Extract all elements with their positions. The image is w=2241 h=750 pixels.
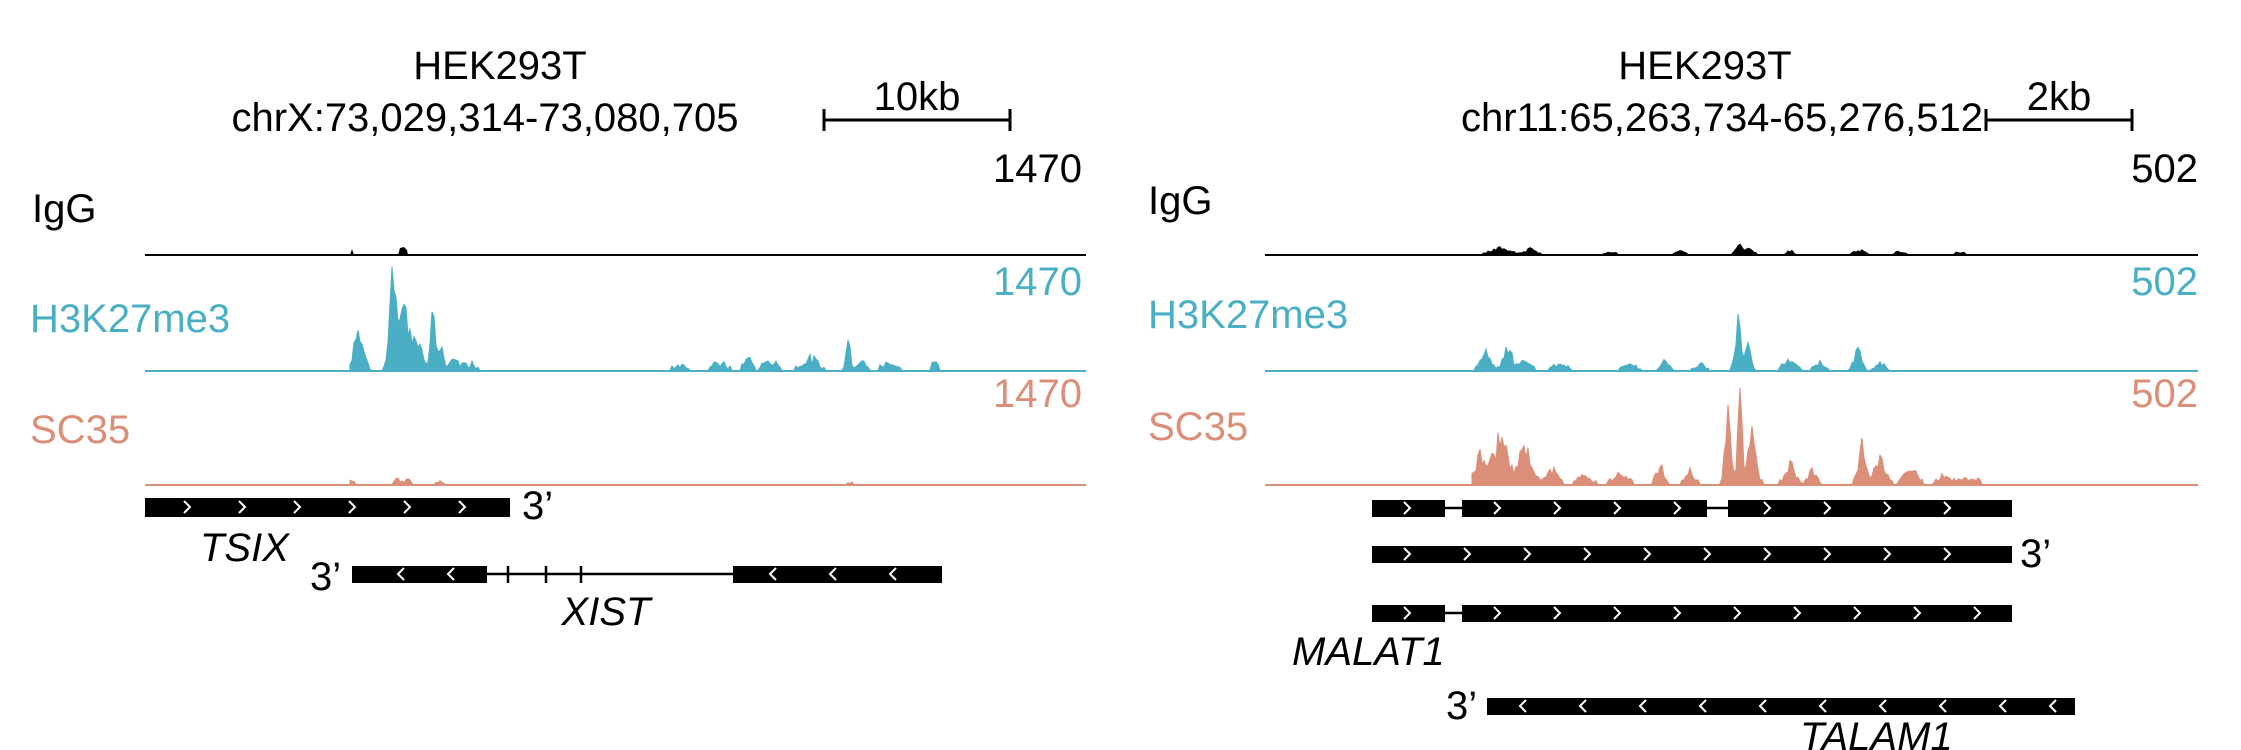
track-signal-h3k27me3-right — [1265, 313, 2198, 372]
strand-chevron — [1403, 501, 1412, 515]
strand-chevron — [1878, 699, 1887, 713]
strand-chevron — [1763, 547, 1772, 561]
gene-talam1: 3’ TALAM1 — [1446, 684, 2075, 750]
gene-malat1: 3’ MALAT1 — [1292, 500, 2051, 674]
strand-chevron — [1613, 606, 1622, 620]
track-max-sc35-right: 502 — [2131, 372, 2198, 416]
strand-chevron — [238, 500, 247, 514]
strand-chevron — [1403, 547, 1412, 561]
strand-chevron — [1703, 547, 1712, 561]
strand-chevron — [1883, 501, 1892, 515]
strand-chevron — [1673, 501, 1682, 515]
gene-xist: 3’ XIST — [310, 555, 942, 634]
strand-chevron — [1733, 606, 1742, 620]
strand-chevron — [1938, 699, 1947, 713]
gene-tsix-3prime: 3’ — [522, 484, 553, 528]
strand-chevron — [396, 567, 405, 581]
strand-chevron — [1973, 606, 1982, 620]
track-signal-igg-left — [145, 247, 1086, 256]
strand-chevron — [1613, 501, 1622, 515]
panel-left: HEK293T chrX:73,029,314-73,080,705 10kb … — [30, 44, 1086, 634]
track-max-h3k27me3-left: 1470 — [993, 260, 1082, 304]
strand-chevron — [458, 500, 467, 514]
strand-chevron — [1493, 606, 1502, 620]
strand-chevron — [1553, 501, 1562, 515]
strand-chevron — [1583, 547, 1592, 561]
panel-right-scale-bar: 2kb — [1984, 75, 2134, 131]
strand-chevron — [1943, 547, 1952, 561]
gene-xist-3prime: 3’ — [310, 555, 341, 599]
gene-talam1-3prime: 3’ — [1446, 684, 1477, 728]
strand-chevron — [403, 500, 412, 514]
strand-chevron — [1698, 699, 1707, 713]
panel-left-scale-label: 10kb — [874, 75, 961, 119]
strand-chevron — [828, 567, 837, 581]
strand-chevron — [1553, 606, 1562, 620]
strand-chevron — [1793, 606, 1802, 620]
strand-chevron — [1578, 699, 1587, 713]
strand-chevron — [1643, 547, 1652, 561]
strand-chevron — [1523, 547, 1532, 561]
strand-chevron — [1998, 699, 2007, 713]
track-signal-igg-right — [1265, 243, 2198, 256]
track-label-h3k27me3-left: H3K27me3 — [30, 297, 230, 341]
track-label-igg-right: IgG — [1148, 179, 1212, 223]
panel-right-region: chr11:65,263,734-65,276,512 — [1461, 96, 1983, 140]
track-label-sc35-right: SC35 — [1148, 405, 1248, 449]
strand-chevron — [1763, 501, 1772, 515]
panel-left-scale-bar: 10kb — [822, 75, 1012, 131]
gene-xist-label: XIST — [561, 590, 653, 634]
strand-chevron — [293, 500, 302, 514]
strand-chevron — [1518, 699, 1527, 713]
strand-chevron — [1463, 547, 1472, 561]
track-max-igg-right: 502 — [2131, 147, 2198, 191]
panel-left-cell-line: HEK293T — [413, 44, 586, 88]
gene-tsix: 3’ TSIX — [145, 484, 553, 570]
panel-right-cell-line: HEK293T — [1618, 44, 1791, 88]
strand-chevron — [1818, 699, 1827, 713]
panel-right: HEK293T chr11:65,263,734-65,276,512 2kb … — [1148, 44, 2198, 750]
strand-chevron — [1673, 606, 1682, 620]
strand-chevron — [2048, 699, 2057, 713]
track-label-h3k27me3-right: H3K27me3 — [1148, 293, 1348, 337]
gene-talam1-label: TALAM1 — [1800, 715, 1953, 750]
strand-chevron — [1823, 547, 1832, 561]
strand-chevron — [446, 567, 455, 581]
track-signal-sc35-right — [1265, 387, 2198, 486]
strand-chevron — [1638, 699, 1647, 713]
strand-chevron — [1823, 501, 1832, 515]
strand-chevron — [888, 567, 897, 581]
track-max-h3k27me3-right: 502 — [2131, 260, 2198, 304]
strand-chevron — [1493, 501, 1502, 515]
strand-chevron — [1943, 501, 1952, 515]
panel-right-scale-label: 2kb — [2027, 75, 2092, 119]
track-max-sc35-left: 1470 — [993, 372, 1082, 416]
gene-malat1-label: MALAT1 — [1292, 630, 1445, 674]
strand-chevron — [1883, 547, 1892, 561]
strand-chevron — [1403, 606, 1412, 620]
panel-left-region: chrX:73,029,314-73,080,705 — [231, 96, 738, 140]
gene-malat1-3prime: 3’ — [2020, 532, 2051, 576]
strand-chevron — [1913, 606, 1922, 620]
track-label-igg-left: IgG — [32, 187, 96, 231]
strand-chevron — [1758, 699, 1767, 713]
strand-chevron — [183, 500, 192, 514]
gene-tsix-label: TSIX — [200, 526, 290, 570]
track-max-igg-left: 1470 — [993, 147, 1082, 191]
strand-chevron — [1853, 606, 1862, 620]
track-signal-h3k27me3-left — [145, 266, 1086, 372]
track-label-sc35-left: SC35 — [30, 408, 130, 452]
strand-chevron — [768, 567, 777, 581]
strand-chevron — [348, 500, 357, 514]
track-signal-sc35-left — [145, 477, 1086, 486]
